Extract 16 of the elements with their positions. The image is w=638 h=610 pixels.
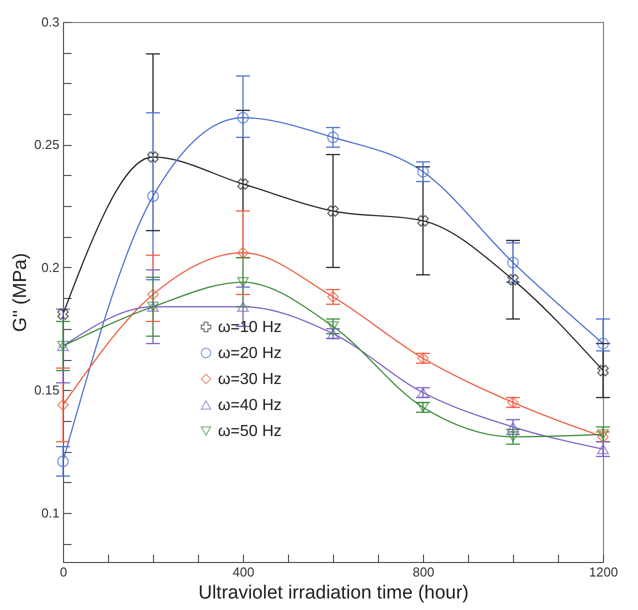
y-axis-title: G'' (MPa) (10, 252, 32, 332)
legend-label: ω=20 Hz (218, 345, 282, 362)
x-tick-label: 1200 (589, 564, 618, 580)
legend-label: ω=30 Hz (218, 371, 282, 388)
y-tick-label: 0.1 (41, 505, 60, 520)
x-axis-title: Ultraviolet irradiation time (hour) (198, 582, 469, 604)
x-tick-label: 0 (60, 564, 68, 580)
x-tick-label: 800 (412, 564, 434, 580)
y-tick-label: 0.2 (41, 260, 60, 275)
legend-label: ω=10 Hz (218, 319, 282, 336)
legend-label: ω=40 Hz (218, 397, 282, 414)
x-tick-label: 400 (232, 564, 254, 580)
y-tick-label: 0.15 (34, 382, 60, 398)
y-tick-label: 0.25 (34, 137, 60, 152)
y-tick-label: 0.3 (41, 14, 60, 30)
legend-label: ω=50 Hz (218, 423, 282, 440)
